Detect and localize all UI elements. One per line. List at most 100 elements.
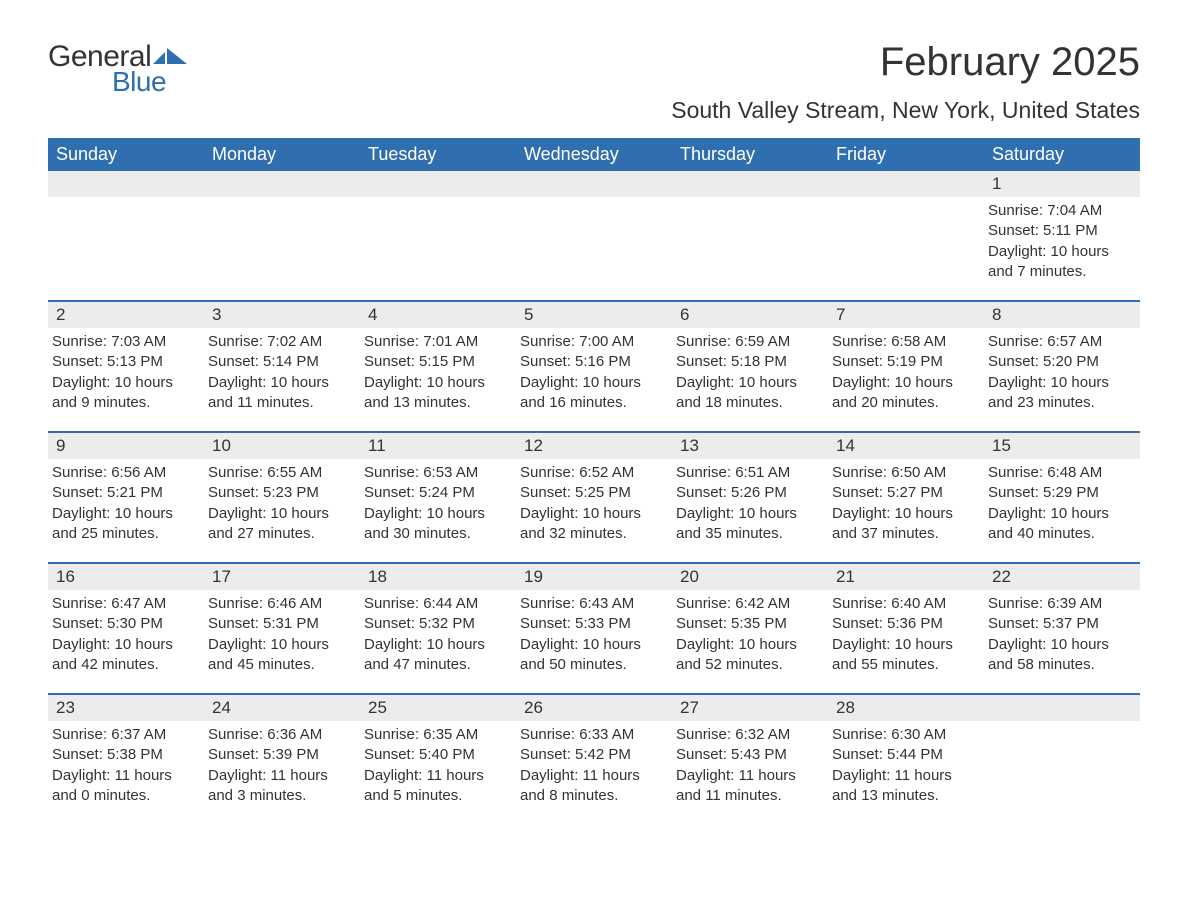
day-cell: 13Sunrise: 6:51 AMSunset: 5:26 PMDayligh… — [672, 433, 828, 550]
day-number — [672, 171, 828, 197]
daylight1-text: Daylight: 10 hours — [832, 635, 978, 655]
sunrise-text: Sunrise: 6:35 AM — [364, 725, 510, 745]
daylight2-text: and 20 minutes. — [832, 393, 978, 413]
daylight2-text: and 27 minutes. — [208, 524, 354, 544]
day-body: Sunrise: 7:00 AMSunset: 5:16 PMDaylight:… — [516, 328, 672, 419]
sunset-text: Sunset: 5:15 PM — [364, 352, 510, 372]
day-cell: 26Sunrise: 6:33 AMSunset: 5:42 PMDayligh… — [516, 695, 672, 812]
sunset-text: Sunset: 5:11 PM — [988, 221, 1134, 241]
sunrise-text: Sunrise: 6:53 AM — [364, 463, 510, 483]
daylight2-text: and 13 minutes. — [364, 393, 510, 413]
day-body: Sunrise: 7:03 AMSunset: 5:13 PMDaylight:… — [48, 328, 204, 419]
day-cell: 14Sunrise: 6:50 AMSunset: 5:27 PMDayligh… — [828, 433, 984, 550]
sunrise-text: Sunrise: 7:04 AM — [988, 201, 1134, 221]
sunrise-text: Sunrise: 6:46 AM — [208, 594, 354, 614]
day-body: Sunrise: 6:33 AMSunset: 5:42 PMDaylight:… — [516, 721, 672, 812]
weekday-saturday: Saturday — [984, 138, 1140, 171]
day-cell: 16Sunrise: 6:47 AMSunset: 5:30 PMDayligh… — [48, 564, 204, 681]
day-body: Sunrise: 6:58 AMSunset: 5:19 PMDaylight:… — [828, 328, 984, 419]
daylight2-text: and 37 minutes. — [832, 524, 978, 544]
daylight1-text: Daylight: 10 hours — [364, 504, 510, 524]
daylight1-text: Daylight: 10 hours — [832, 504, 978, 524]
day-cell: 21Sunrise: 6:40 AMSunset: 5:36 PMDayligh… — [828, 564, 984, 681]
sunrise-text: Sunrise: 6:51 AM — [676, 463, 822, 483]
sunrise-text: Sunrise: 6:42 AM — [676, 594, 822, 614]
daylight2-text: and 45 minutes. — [208, 655, 354, 675]
day-number: 7 — [828, 302, 984, 328]
daylight2-text: and 0 minutes. — [52, 786, 198, 806]
sunset-text: Sunset: 5:37 PM — [988, 614, 1134, 634]
sunset-text: Sunset: 5:32 PM — [364, 614, 510, 634]
weekday-wednesday: Wednesday — [516, 138, 672, 171]
day-number: 13 — [672, 433, 828, 459]
sunrise-text: Sunrise: 6:39 AM — [988, 594, 1134, 614]
daylight2-text: and 13 minutes. — [832, 786, 978, 806]
daylight1-text: Daylight: 10 hours — [676, 635, 822, 655]
month-title: February 2025 — [671, 40, 1140, 85]
daylight1-text: Daylight: 11 hours — [676, 766, 822, 786]
daylight1-text: Daylight: 10 hours — [52, 635, 198, 655]
sunrise-text: Sunrise: 6:57 AM — [988, 332, 1134, 352]
day-number: 17 — [204, 564, 360, 590]
daylight2-text: and 11 minutes. — [676, 786, 822, 806]
daylight1-text: Daylight: 10 hours — [988, 373, 1134, 393]
week-row: 1Sunrise: 7:04 AMSunset: 5:11 PMDaylight… — [48, 171, 1140, 288]
day-body: Sunrise: 6:39 AMSunset: 5:37 PMDaylight:… — [984, 590, 1140, 681]
day-cell: 6Sunrise: 6:59 AMSunset: 5:18 PMDaylight… — [672, 302, 828, 419]
day-body: Sunrise: 6:44 AMSunset: 5:32 PMDaylight:… — [360, 590, 516, 681]
day-number: 11 — [360, 433, 516, 459]
sunset-text: Sunset: 5:16 PM — [520, 352, 666, 372]
day-cell: 18Sunrise: 6:44 AMSunset: 5:32 PMDayligh… — [360, 564, 516, 681]
sunset-text: Sunset: 5:44 PM — [832, 745, 978, 765]
sunset-text: Sunset: 5:13 PM — [52, 352, 198, 372]
sunrise-text: Sunrise: 7:01 AM — [364, 332, 510, 352]
day-cell: 1Sunrise: 7:04 AMSunset: 5:11 PMDaylight… — [984, 171, 1140, 288]
day-body: Sunrise: 6:30 AMSunset: 5:44 PMDaylight:… — [828, 721, 984, 812]
daylight2-text: and 11 minutes. — [208, 393, 354, 413]
day-number: 10 — [204, 433, 360, 459]
day-cell: 2Sunrise: 7:03 AMSunset: 5:13 PMDaylight… — [48, 302, 204, 419]
daylight1-text: Daylight: 10 hours — [52, 373, 198, 393]
daylight2-text: and 47 minutes. — [364, 655, 510, 675]
sunset-text: Sunset: 5:26 PM — [676, 483, 822, 503]
daylight1-text: Daylight: 10 hours — [208, 373, 354, 393]
weekday-tuesday: Tuesday — [360, 138, 516, 171]
day-number: 24 — [204, 695, 360, 721]
sunset-text: Sunset: 5:33 PM — [520, 614, 666, 634]
daylight1-text: Daylight: 10 hours — [364, 373, 510, 393]
day-cell — [204, 171, 360, 288]
day-cell — [48, 171, 204, 288]
sunset-text: Sunset: 5:30 PM — [52, 614, 198, 634]
daylight2-text: and 30 minutes. — [364, 524, 510, 544]
day-body: Sunrise: 7:04 AMSunset: 5:11 PMDaylight:… — [984, 197, 1140, 288]
day-body: Sunrise: 7:01 AMSunset: 5:15 PMDaylight:… — [360, 328, 516, 419]
weekday-friday: Friday — [828, 138, 984, 171]
day-body: Sunrise: 6:37 AMSunset: 5:38 PMDaylight:… — [48, 721, 204, 812]
day-cell: 25Sunrise: 6:35 AMSunset: 5:40 PMDayligh… — [360, 695, 516, 812]
day-number: 14 — [828, 433, 984, 459]
daylight1-text: Daylight: 10 hours — [988, 504, 1134, 524]
sunrise-text: Sunrise: 6:59 AM — [676, 332, 822, 352]
daylight2-text: and 7 minutes. — [988, 262, 1134, 282]
sunrise-text: Sunrise: 6:33 AM — [520, 725, 666, 745]
day-number: 22 — [984, 564, 1140, 590]
logo: General Blue — [48, 40, 187, 98]
sunrise-text: Sunrise: 6:58 AM — [832, 332, 978, 352]
sunrise-text: Sunrise: 6:55 AM — [208, 463, 354, 483]
day-cell: 8Sunrise: 6:57 AMSunset: 5:20 PMDaylight… — [984, 302, 1140, 419]
day-number: 15 — [984, 433, 1140, 459]
day-number — [360, 171, 516, 197]
week-row: 9Sunrise: 6:56 AMSunset: 5:21 PMDaylight… — [48, 431, 1140, 550]
sunset-text: Sunset: 5:43 PM — [676, 745, 822, 765]
week-row: 2Sunrise: 7:03 AMSunset: 5:13 PMDaylight… — [48, 300, 1140, 419]
daylight2-text: and 55 minutes. — [832, 655, 978, 675]
day-cell: 15Sunrise: 6:48 AMSunset: 5:29 PMDayligh… — [984, 433, 1140, 550]
day-body: Sunrise: 6:40 AMSunset: 5:36 PMDaylight:… — [828, 590, 984, 681]
daylight1-text: Daylight: 10 hours — [208, 504, 354, 524]
daylight1-text: Daylight: 11 hours — [364, 766, 510, 786]
weekday-sunday: Sunday — [48, 138, 204, 171]
daylight2-text: and 9 minutes. — [52, 393, 198, 413]
day-cell: 23Sunrise: 6:37 AMSunset: 5:38 PMDayligh… — [48, 695, 204, 812]
daylight2-text: and 8 minutes. — [520, 786, 666, 806]
day-number: 9 — [48, 433, 204, 459]
